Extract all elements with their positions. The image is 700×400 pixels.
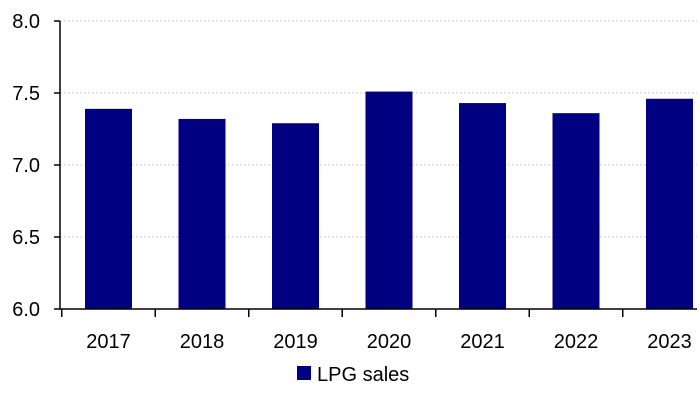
bar-2020 [365,91,413,309]
y-tick-label: 7.5 [12,83,40,105]
x-tick-label-2019: 2019 [273,331,318,353]
bar-2021 [459,103,506,309]
bar-2019 [272,123,319,310]
bar-2017 [85,108,132,309]
legend-swatch-lpg-sales [297,366,311,380]
y-tick-label: 8.0 [12,11,40,33]
y-tick-label: 6.5 [12,227,40,249]
legend: LPG sales [297,364,409,386]
x-tick-label-2017: 2017 [86,331,131,353]
x-tick-label-2023: 2023 [647,331,692,353]
x-axis-ticks: 2017 2018 2019 2020 2021 2022 2023 [61,309,692,353]
y-tick-label: 6.0 [12,299,40,321]
x-tick-label-2022: 2022 [554,331,599,353]
x-tick-label-2018: 2018 [180,331,225,353]
bar-2022 [552,113,600,309]
bars [85,91,693,310]
legend-label-lpg-sales: LPG sales [317,364,409,386]
x-tick-label-2020: 2020 [367,331,412,353]
bar-2018 [178,118,226,309]
y-tick-label: 7.0 [12,155,40,177]
x-tick-label-2021: 2021 [460,331,505,353]
y-axis-ticks: 6.0 6.5 7.0 7.5 8.0 [12,11,60,321]
bar-2023 [646,98,693,309]
